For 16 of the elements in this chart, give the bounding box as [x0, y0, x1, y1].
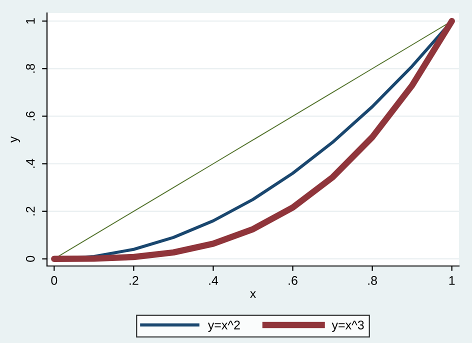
y-axis-title: y: [10, 136, 20, 143]
y-tick-label: 0: [26, 256, 35, 262]
y-tick-label: .6: [26, 112, 35, 120]
x-tick-label: .2: [130, 276, 138, 285]
x-tick-label: .4: [209, 276, 218, 285]
x-axis-title: x: [250, 291, 256, 298]
x-tick-label: 0: [51, 276, 58, 285]
x-tick-label: .6: [288, 276, 298, 285]
y-tick-label: .4: [26, 158, 35, 168]
legend-label: y=x^2: [208, 320, 240, 332]
y-tick-label: .2: [26, 206, 35, 216]
x-tick-label: 1: [449, 276, 455, 285]
y-tick-label: 1: [26, 18, 35, 24]
legend-label: y=x^3: [332, 320, 364, 332]
x-tick-label: .8: [368, 276, 377, 285]
y-tick-label: .8: [26, 64, 35, 73]
